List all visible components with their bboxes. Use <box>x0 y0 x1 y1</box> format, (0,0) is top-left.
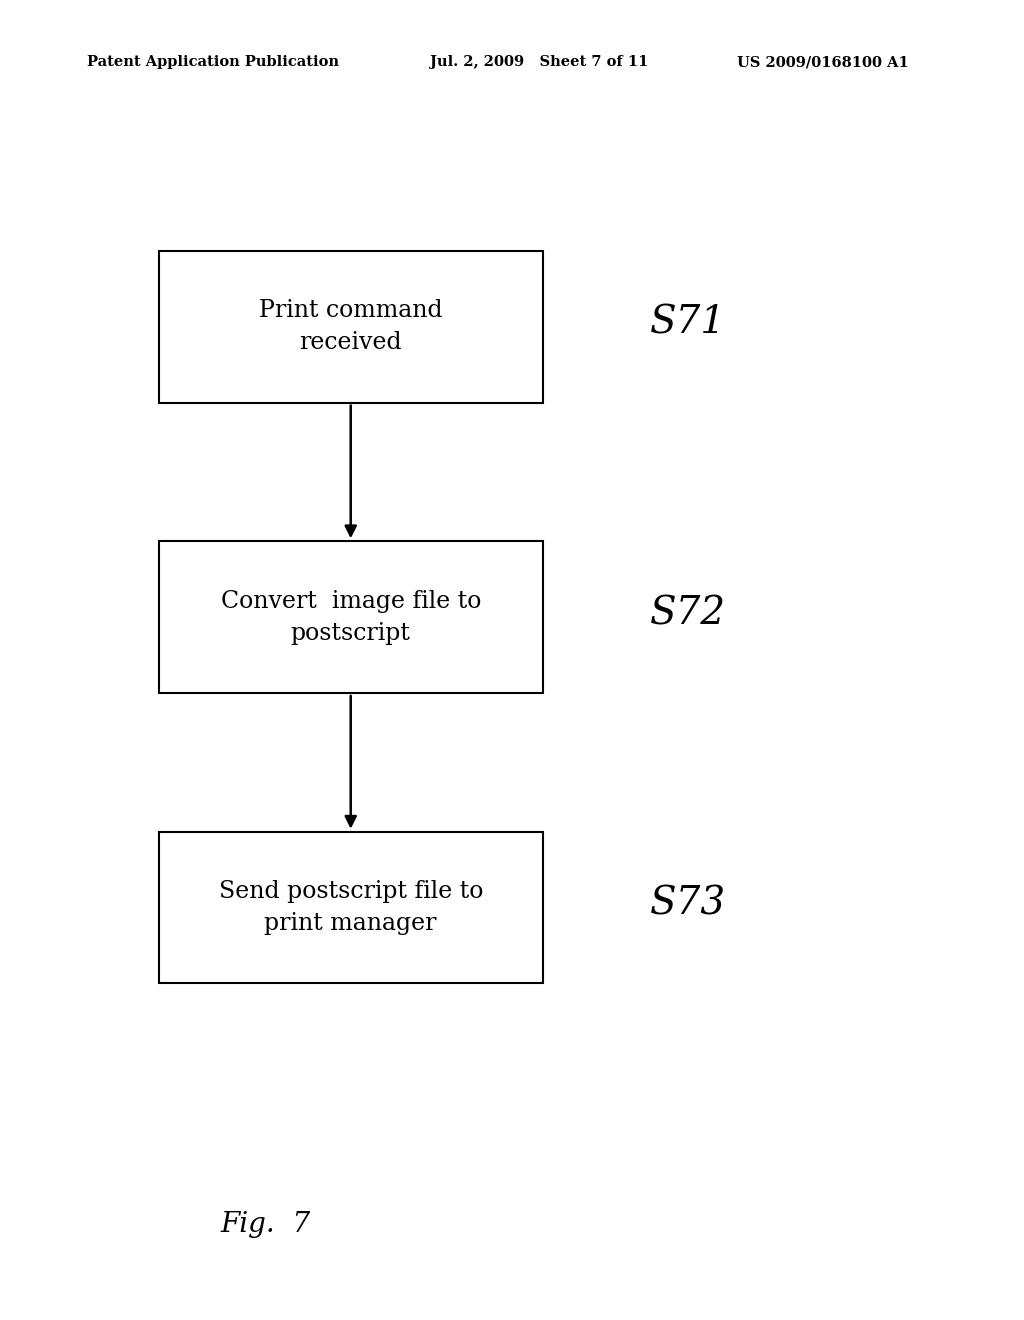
Text: US 2009/0168100 A1: US 2009/0168100 A1 <box>737 55 909 69</box>
Text: Send postscript file to
print manager: Send postscript file to print manager <box>218 880 483 935</box>
Text: Print command
received: Print command received <box>259 300 442 354</box>
Bar <box>159 832 543 983</box>
Bar <box>159 251 543 403</box>
Text: Jul. 2, 2009   Sheet 7 of 11: Jul. 2, 2009 Sheet 7 of 11 <box>430 55 648 69</box>
Text: S72: S72 <box>650 595 726 632</box>
Text: Fig.  7: Fig. 7 <box>220 1212 310 1238</box>
Text: Patent Application Publication: Patent Application Publication <box>87 55 339 69</box>
Text: S73: S73 <box>650 886 726 923</box>
Bar <box>159 541 543 693</box>
Text: S71: S71 <box>650 305 726 342</box>
Text: Convert  image file to
postscript: Convert image file to postscript <box>220 590 481 644</box>
